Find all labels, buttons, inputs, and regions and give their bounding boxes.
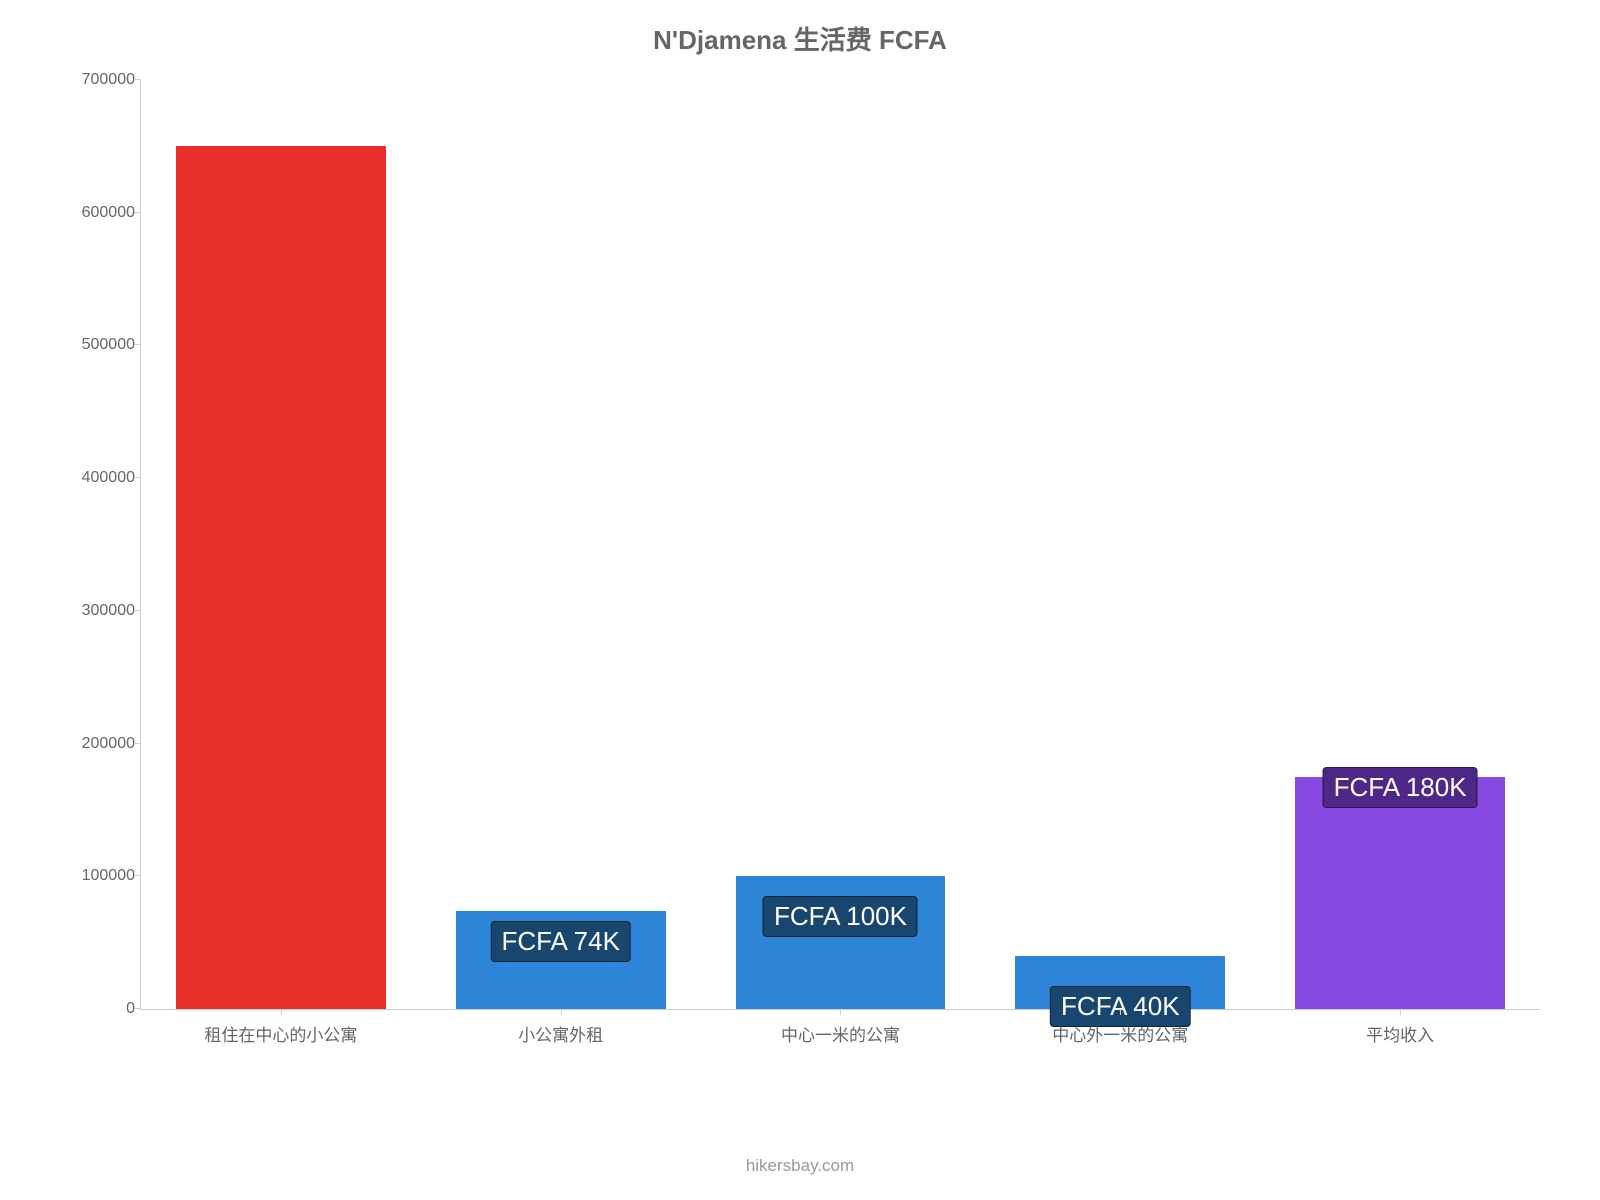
bar: FCFA 40K bbox=[1015, 956, 1225, 1009]
xtick-mark bbox=[840, 1009, 841, 1015]
bar: FCFA 650K bbox=[176, 146, 386, 1009]
bars-area: FCFA 650K租住在中心的小公寓FCFA 74K小公寓外租FCFA 100K… bbox=[141, 80, 1540, 1009]
ytick-label: 300000 bbox=[35, 602, 135, 620]
xtick-mark bbox=[561, 1009, 562, 1015]
ytick-label: 600000 bbox=[35, 204, 135, 222]
ytick-label: 400000 bbox=[35, 469, 135, 487]
bar: FCFA 180K bbox=[1295, 777, 1505, 1009]
xtick-label: 平均收入 bbox=[1176, 1021, 1600, 1046]
bar-slot: FCFA 100K中心一米的公寓 bbox=[701, 80, 981, 1009]
chart-container: N'Djamena 生活费 FCFA 010000020000030000040… bbox=[40, 20, 1560, 1080]
bar: FCFA 100K bbox=[736, 876, 946, 1009]
ytick-label: 200000 bbox=[35, 735, 135, 753]
bar-value-label: FCFA 180K bbox=[1323, 767, 1478, 808]
bar-slot: FCFA 40K中心外一米的公寓 bbox=[980, 80, 1260, 1009]
ytick-label: 100000 bbox=[35, 867, 135, 885]
footer-attribution: hikersbay.com bbox=[0, 1156, 1600, 1176]
xtick-mark bbox=[1120, 1009, 1121, 1015]
ytick-label: 700000 bbox=[35, 71, 135, 89]
xtick-mark bbox=[1400, 1009, 1401, 1015]
bar-slot: FCFA 650K租住在中心的小公寓 bbox=[141, 80, 421, 1009]
ytick-label: 0 bbox=[35, 1000, 135, 1018]
bar-value-label: FCFA 74K bbox=[490, 921, 631, 962]
bar-slot: FCFA 180K平均收入 bbox=[1260, 80, 1540, 1009]
bar: FCFA 74K bbox=[456, 911, 666, 1009]
bar-slot: FCFA 74K小公寓外租 bbox=[421, 80, 701, 1009]
bar-value-label: FCFA 100K bbox=[763, 896, 918, 937]
chart-title: N'Djamena 生活费 FCFA bbox=[40, 20, 1560, 57]
xtick-mark bbox=[281, 1009, 282, 1015]
plot-area: 0100000200000300000400000500000600000700… bbox=[140, 80, 1540, 1010]
ytick-label: 500000 bbox=[35, 336, 135, 354]
